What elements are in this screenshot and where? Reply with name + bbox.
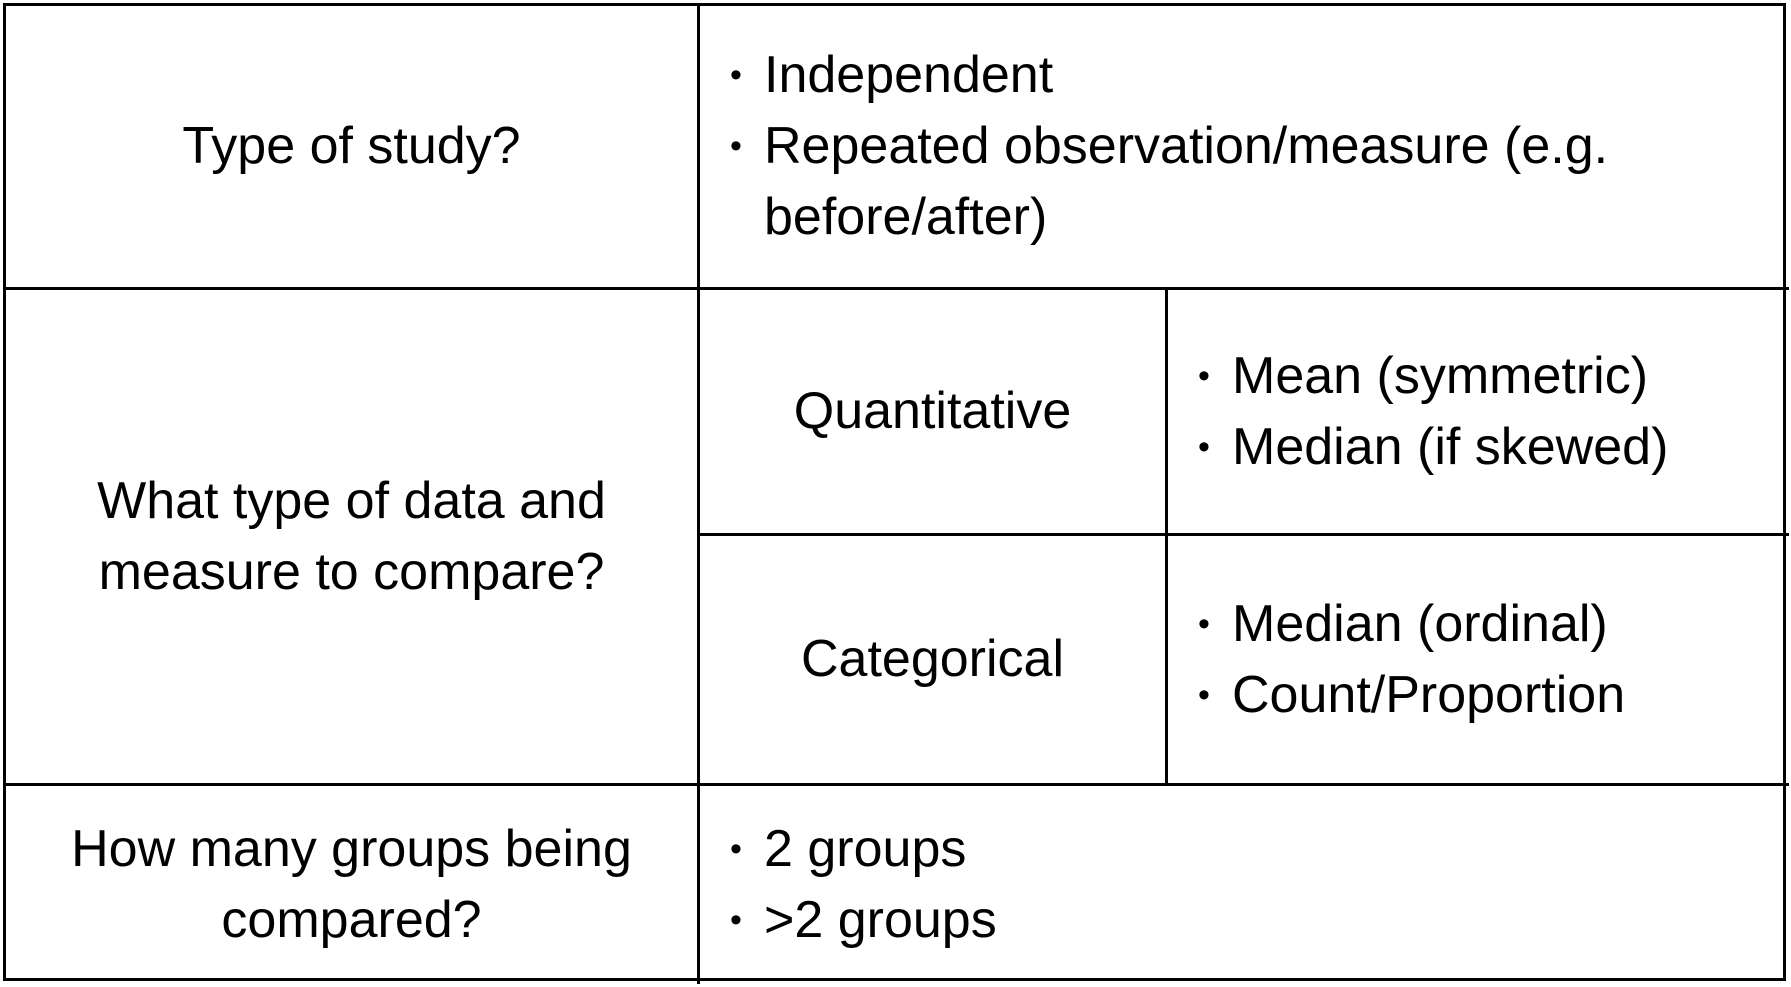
groups-options-list: 2 groups >2 groups <box>730 814 997 956</box>
question-text: Type of study? <box>182 117 521 175</box>
list-item: Median (ordinal) <box>1198 589 1625 660</box>
categorical-measures-list: Median (ordinal) Count/Proportion <box>1198 589 1625 731</box>
data-type-label: Categorical <box>800 630 1065 688</box>
measures-categorical: Median (ordinal) Count/Proportion <box>1168 536 1789 786</box>
answer-number-of-groups: 2 groups >2 groups <box>700 786 1789 984</box>
question-number-of-groups: How many groups being compared? <box>6 786 700 984</box>
list-item: Count/Proportion <box>1198 660 1625 731</box>
study-options-list: Independent Repeated observation/measure… <box>730 40 1749 253</box>
question-text: How many groups being compared? <box>71 820 632 949</box>
list-item: Repeated observation/measure (e.g. befor… <box>730 111 1749 253</box>
list-item: >2 groups <box>730 885 997 956</box>
question-text: What type of data and measure to compare… <box>97 471 606 601</box>
list-item: Independent <box>730 40 1749 111</box>
measures-quantitative: Mean (symmetric) Median (if skewed) <box>1168 290 1789 536</box>
answer-type-of-study: Independent Repeated observation/measure… <box>700 6 1789 290</box>
question-type-of-study: Type of study? <box>6 6 700 290</box>
data-type-categorical: Categorical <box>700 536 1168 786</box>
question-data-type: What type of data and measure to compare… <box>6 290 700 786</box>
list-item: 2 groups <box>730 814 997 885</box>
data-type-label: Quantitative <box>793 382 1072 440</box>
data-type-quantitative: Quantitative <box>700 290 1168 536</box>
decision-table: Type of study? Independent Repeated obse… <box>3 3 1789 984</box>
list-item: Mean (symmetric) <box>1198 341 1668 412</box>
quantitative-measures-list: Mean (symmetric) Median (if skewed) <box>1198 341 1668 483</box>
list-item: Median (if skewed) <box>1198 412 1668 483</box>
